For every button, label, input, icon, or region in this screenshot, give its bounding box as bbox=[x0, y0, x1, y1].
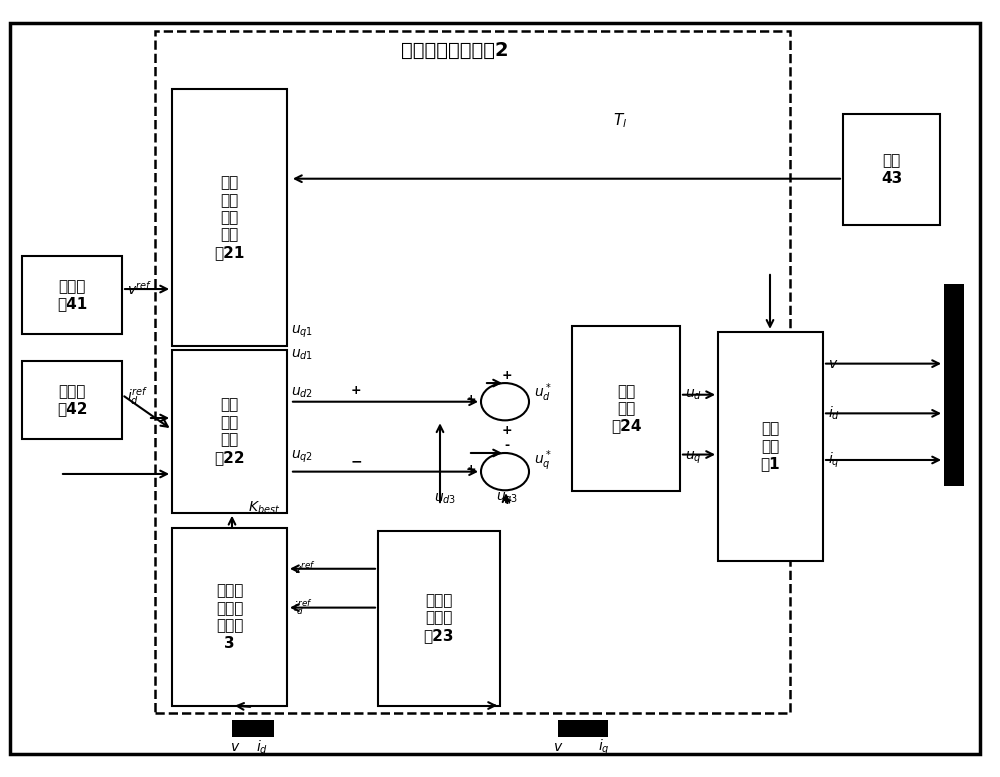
FancyBboxPatch shape bbox=[572, 326, 680, 491]
Text: $u_q$: $u_q$ bbox=[685, 450, 702, 465]
Text: 限压
控制
器24: 限压 控制 器24 bbox=[611, 384, 641, 434]
FancyBboxPatch shape bbox=[172, 350, 287, 513]
FancyBboxPatch shape bbox=[172, 528, 287, 706]
Text: $u_{d2}$: $u_{d2}$ bbox=[291, 385, 313, 399]
Text: $u_{q2}$: $u_{q2}$ bbox=[291, 449, 313, 465]
Text: 突变
负载
补偿
控制
器21: 突变 负载 补偿 控制 器21 bbox=[214, 176, 245, 260]
Text: +: + bbox=[351, 385, 361, 397]
Text: 控制器
参数优
化模块
3: 控制器 参数优 化模块 3 bbox=[216, 584, 243, 650]
Text: $i_d^{ref}$: $i_d^{ref}$ bbox=[293, 598, 313, 618]
Text: +: + bbox=[466, 463, 476, 476]
Text: $u_{d3}$: $u_{d3}$ bbox=[434, 492, 456, 506]
Text: 抗饱和复合控制器2: 抗饱和复合控制器2 bbox=[401, 41, 509, 60]
Text: 电磁
作动
器1: 电磁 作动 器1 bbox=[761, 421, 780, 472]
FancyBboxPatch shape bbox=[172, 89, 287, 346]
FancyBboxPatch shape bbox=[718, 332, 823, 561]
Text: $i_d^{ref}$: $i_d^{ref}$ bbox=[127, 385, 149, 407]
Text: +: + bbox=[466, 393, 476, 406]
FancyBboxPatch shape bbox=[843, 114, 940, 225]
Text: $u_d^*$: $u_d^*$ bbox=[534, 381, 552, 404]
Text: 电流给
定42: 电流给 定42 bbox=[57, 384, 87, 416]
Text: $v^{ref}$: $v^{ref}$ bbox=[293, 561, 316, 577]
Text: $i_q$: $i_q$ bbox=[828, 451, 840, 469]
Text: $u_{q3}$: $u_{q3}$ bbox=[496, 491, 518, 507]
FancyBboxPatch shape bbox=[22, 361, 122, 439]
Text: $K_{best}$: $K_{best}$ bbox=[248, 499, 280, 516]
Text: $u_{d1}$: $u_{d1}$ bbox=[291, 348, 313, 362]
Text: −: − bbox=[350, 455, 362, 469]
Text: +: + bbox=[502, 494, 512, 507]
Text: $v^{ref}$: $v^{ref}$ bbox=[127, 280, 152, 298]
Text: $i_d$: $i_d$ bbox=[828, 405, 840, 422]
FancyBboxPatch shape bbox=[10, 23, 980, 754]
FancyBboxPatch shape bbox=[378, 531, 500, 706]
Text: +: + bbox=[502, 369, 512, 382]
Text: $u_q^*$: $u_q^*$ bbox=[534, 448, 552, 473]
Text: $i_q$: $i_q$ bbox=[598, 738, 610, 757]
Text: $v$: $v$ bbox=[553, 740, 563, 754]
FancyBboxPatch shape bbox=[944, 284, 964, 486]
FancyBboxPatch shape bbox=[22, 256, 122, 334]
Text: 速度给
定41: 速度给 定41 bbox=[57, 279, 87, 312]
Text: $T_l$: $T_l$ bbox=[613, 111, 627, 130]
Text: 电压解
耦控制
器23: 电压解 耦控制 器23 bbox=[424, 593, 454, 643]
Text: $u_{q1}$: $u_{q1}$ bbox=[291, 324, 313, 340]
Text: $i_d$: $i_d$ bbox=[256, 739, 268, 756]
FancyBboxPatch shape bbox=[232, 720, 274, 737]
Text: -: - bbox=[504, 439, 510, 451]
Text: 车身
43: 车身 43 bbox=[881, 154, 902, 186]
Text: $v$: $v$ bbox=[828, 357, 838, 371]
Text: 状态
反馈
控制
器22: 状态 反馈 控制 器22 bbox=[214, 398, 245, 465]
Text: +: + bbox=[502, 424, 512, 437]
Text: $v$: $v$ bbox=[230, 740, 240, 754]
FancyBboxPatch shape bbox=[558, 720, 608, 737]
Text: $u_d$: $u_d$ bbox=[685, 388, 702, 402]
